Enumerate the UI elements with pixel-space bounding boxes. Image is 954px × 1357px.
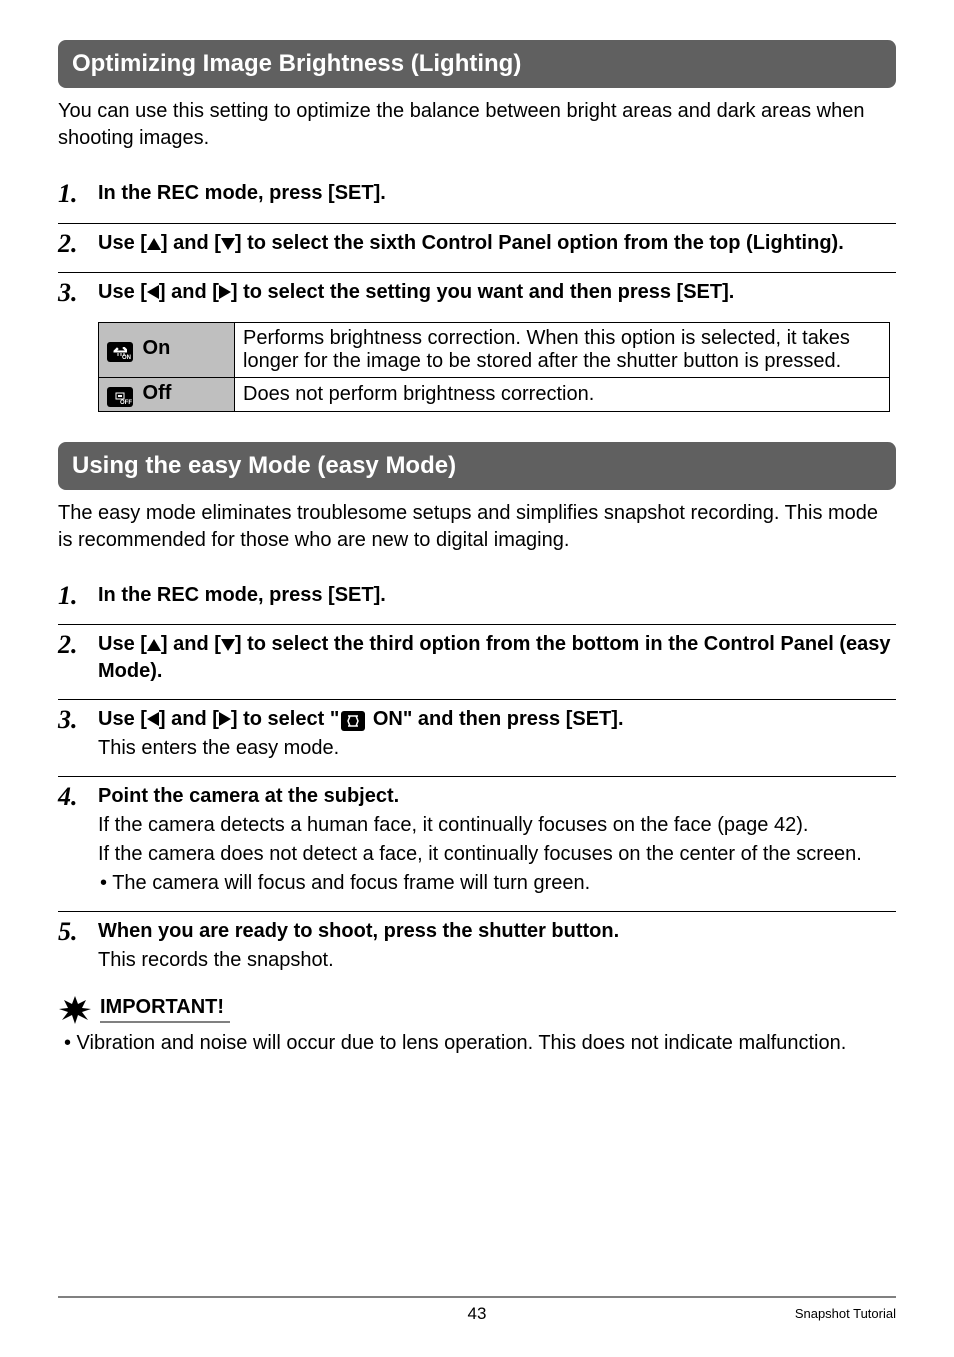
section-header-easymode: Using the easy Mode (easy Mode) [58, 442, 896, 490]
t: Use [ [98, 281, 147, 303]
step-number: 1. [58, 180, 98, 209]
page-footer: 43 Snapshot Tutorial [58, 1296, 896, 1321]
step-title: Use [ ] and [ ] to select the setting you … [98, 279, 896, 306]
step-number: 1. [58, 582, 98, 611]
page-number: 43 [468, 1304, 487, 1324]
lighting-on-icon: ON [107, 342, 133, 362]
step-number: 2. [58, 230, 98, 259]
t: ] and [ [161, 232, 221, 254]
label-text: On [137, 337, 170, 359]
important-heading: IMPORTANT! [58, 994, 896, 1024]
s1-step1: 1. In the REC mode, press [SET]. [58, 174, 896, 209]
option-off-label: OFF Off [99, 377, 235, 411]
s2-step3: 3. Use [ ] and [ ] to select " ON" and the… [58, 699, 896, 762]
s1-step2: 2. Use [ ] and [ ] to select the sixth Con… [58, 223, 896, 259]
t: ] and [ [159, 281, 219, 303]
t: Use [ [98, 633, 147, 655]
step-number: 3. [58, 706, 98, 762]
step-number: 5. [58, 918, 98, 974]
step-desc: If the camera does not detect a face, it… [98, 841, 896, 868]
sub: OFF [120, 400, 132, 406]
right-arrow-icon [219, 285, 231, 299]
sub: ON [122, 355, 131, 361]
step-number: 2. [58, 631, 98, 685]
down-arrow-icon [221, 639, 235, 651]
footer-text: Snapshot Tutorial [795, 1306, 896, 1321]
step-number: 3. [58, 279, 98, 308]
option-on-desc: Performs brightness correction. When thi… [235, 322, 890, 377]
t: Use [ [98, 708, 147, 730]
section2-intro: The easy mode eliminates troublesome set… [58, 500, 896, 554]
step-title: Use [] and [] to select the third option… [98, 631, 896, 685]
step-bullet: • The camera will focus and focus frame … [98, 870, 896, 897]
table-row: ON On Performs brightness correction. Wh… [99, 322, 890, 377]
step-title: Use [ ] and [ ] to select " ON" and then p… [98, 706, 896, 733]
section-header-lighting: Optimizing Image Brightness (Lighting) [58, 40, 896, 88]
step-desc: This enters the easy mode. [98, 735, 896, 762]
lighting-off-icon: OFF [107, 387, 133, 407]
step-desc: This records the snapshot. [98, 947, 896, 974]
t: Use [ [98, 232, 147, 254]
table-row: OFF Off Does not perform brightness corr… [99, 377, 890, 411]
t: ] and [ [161, 633, 221, 655]
t: ] and [ [159, 708, 219, 730]
t: ] to select " [231, 708, 339, 730]
left-arrow-icon [147, 712, 159, 726]
up-arrow-icon [147, 639, 161, 651]
label-text: Off [137, 382, 171, 404]
s2-step5: 5. When you are ready to shoot, press th… [58, 911, 896, 974]
option-off-desc: Does not perform brightness correction. [235, 377, 890, 411]
burst-icon [58, 994, 92, 1024]
lighting-options-table: ON On Performs brightness correction. Wh… [98, 322, 890, 412]
s2-step4: 4. Point the camera at the subject. If t… [58, 776, 896, 897]
important-label: IMPORTANT! [100, 996, 230, 1023]
option-on-label: ON On [99, 322, 235, 377]
up-arrow-icon [147, 238, 161, 250]
t: ON" and then press [SET]. [367, 708, 623, 730]
step-title: In the REC mode, press [SET]. [98, 180, 896, 207]
s2-step1: 1. In the REC mode, press [SET]. [58, 576, 896, 611]
step-title: Point the camera at the subject. [98, 783, 896, 810]
step-title: When you are ready to shoot, press the s… [98, 918, 896, 945]
step-desc: If the camera detects a human face, it c… [98, 812, 896, 839]
step-number: 4. [58, 783, 98, 897]
s2-step2: 2. Use [] and [] to select the third opt… [58, 624, 896, 685]
t: ] to select the sixth Control Panel opti… [235, 232, 844, 254]
left-arrow-icon [147, 285, 159, 299]
section1-intro: You can use this setting to optimize the… [58, 98, 896, 152]
right-arrow-icon [219, 712, 231, 726]
easy-mode-icon [341, 711, 365, 731]
step-title: In the REC mode, press [SET]. [98, 582, 896, 609]
step-title: Use [ ] and [ ] to select the sixth Contro… [98, 230, 896, 257]
t: ] to select the setting you want and the… [231, 281, 734, 303]
s1-step3: 3. Use [ ] and [ ] to select the setting y… [58, 272, 896, 308]
important-text: • Vibration and noise will occur due to … [58, 1030, 896, 1057]
down-arrow-icon [221, 238, 235, 250]
